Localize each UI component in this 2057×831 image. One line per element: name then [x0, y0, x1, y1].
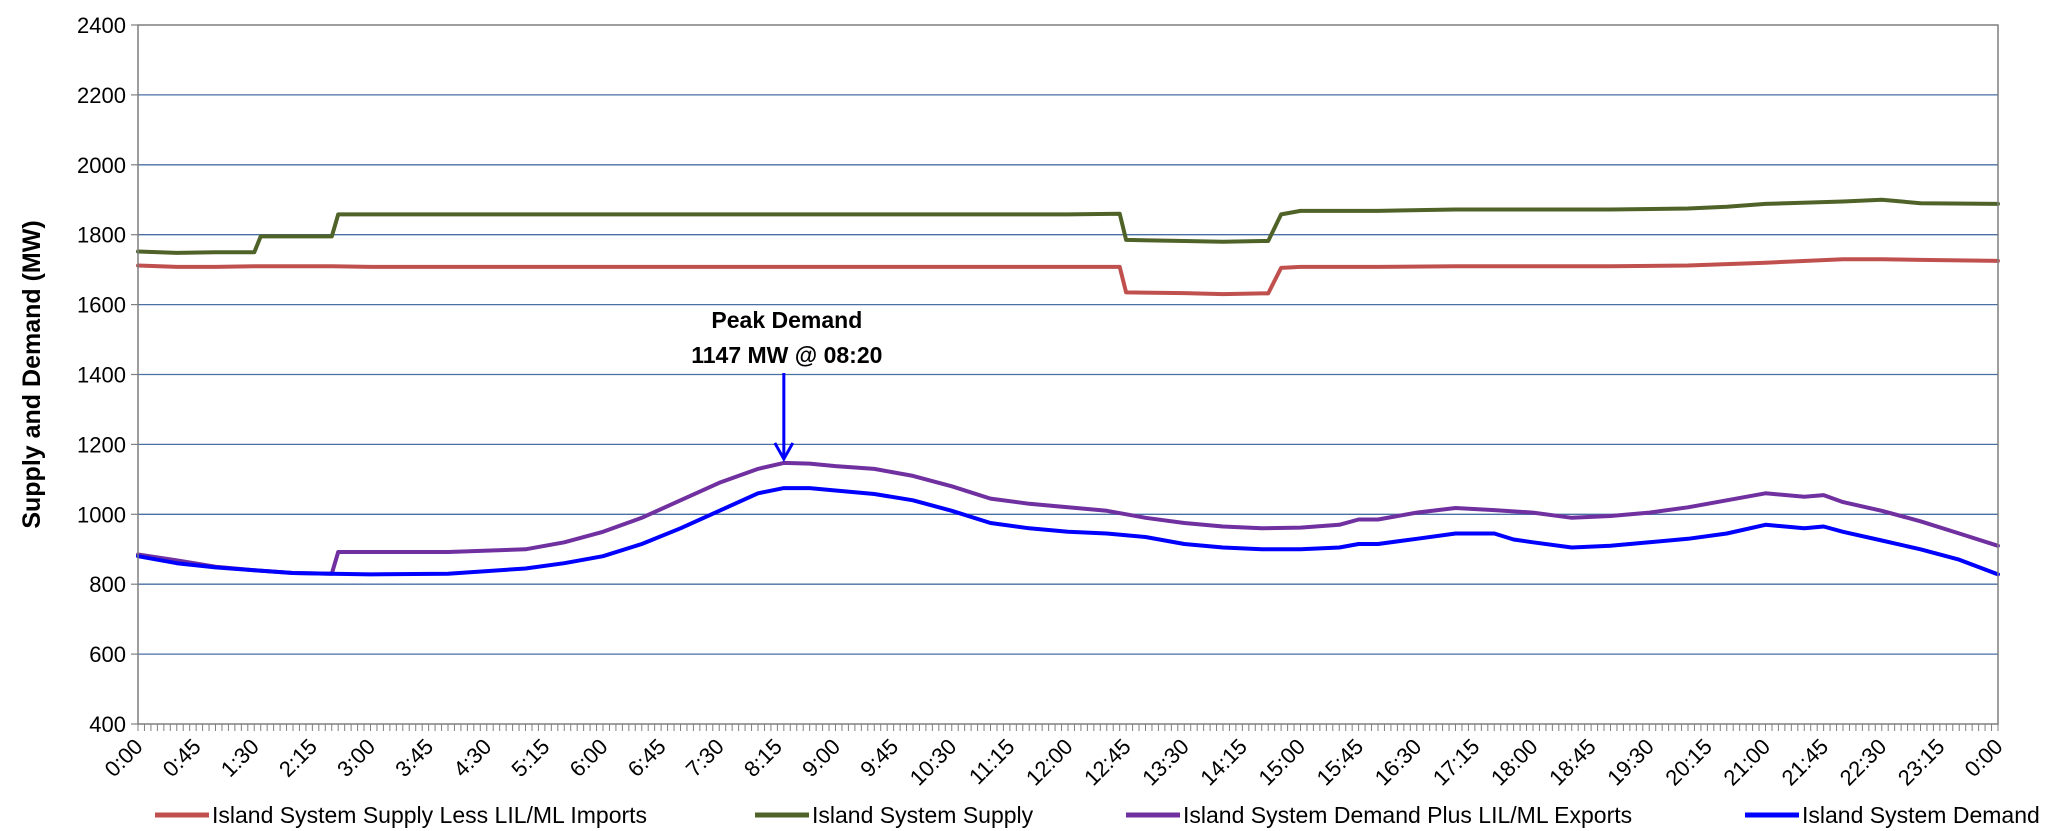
y-tick-label: 1600 — [77, 293, 126, 318]
y-tick-label: 2200 — [77, 83, 126, 108]
y-tick-label: 1800 — [77, 223, 126, 248]
annotation-line-2: 1147 MW @ 08:20 — [691, 342, 882, 368]
x-tick-label: 19:30 — [1602, 734, 1659, 791]
y-axis-ticks: 400 600 800 1000 1200 1400 1600 1800 2000 2200 240… — [77, 13, 138, 737]
legend: Island System Supply Less LIL/ML Imports… — [155, 802, 2040, 828]
x-tick-label: 9:00 — [797, 734, 845, 782]
series-line-2 — [136, 197, 2000, 255]
x-tick-label: 12:00 — [1021, 734, 1078, 791]
x-tick-label: 21:00 — [1718, 734, 1775, 791]
y-tick-label: 2400 — [77, 13, 126, 38]
x-tick-label: 9:45 — [855, 734, 903, 782]
y-tick-label: 600 — [89, 642, 126, 667]
series-line-3 — [136, 460, 2000, 576]
annotation-arrow-head — [773, 442, 795, 462]
x-tick-label: 14:15 — [1195, 734, 1252, 791]
y-tick-label: 800 — [89, 572, 126, 597]
x-tick-label: 4:30 — [448, 734, 496, 782]
x-tick-label: 18:45 — [1544, 734, 1601, 791]
x-tick-label: 8:15 — [739, 734, 787, 782]
x-tick-label: 15:00 — [1253, 734, 1310, 791]
legend-label-4: Island System Demand — [1802, 802, 2040, 828]
x-axis-ticks: 0:00 0:45 1:30 2:15 3:00 3:45 4:30 5:15 6:00 6:45… — [100, 724, 2008, 790]
y-tick-label: 2000 — [77, 153, 126, 178]
x-tick-label: 10:30 — [905, 734, 962, 791]
x-tick-label: 0:00 — [100, 734, 148, 782]
y-tick-label: 1400 — [77, 363, 126, 388]
horizontal-gridlines — [138, 94, 1998, 655]
x-tick-label: 21:45 — [1777, 734, 1834, 791]
y-tick-label: 400 — [89, 712, 126, 737]
x-tick-label: 0:45 — [158, 734, 206, 782]
x-tick-label: 0:00 — [1960, 734, 2008, 782]
y-axis-label: Supply and Demand (MW) — [18, 220, 46, 528]
x-tick-label: 13:30 — [1137, 734, 1194, 791]
x-tick-label: 18:00 — [1486, 734, 1543, 791]
x-tick-label: 2:15 — [274, 734, 322, 782]
x-tick-label: 3:00 — [332, 734, 380, 782]
x-tick-label: 16:30 — [1370, 734, 1427, 791]
x-tick-label: 5:15 — [506, 734, 554, 782]
x-tick-label: 17:15 — [1428, 734, 1485, 791]
x-tick-label: 3:45 — [390, 734, 438, 782]
x-tick-label: 12:45 — [1079, 734, 1136, 791]
legend-label-3: Island System Demand Plus LIL/ML Exports — [1183, 802, 1632, 828]
x-tick-label: 22:30 — [1835, 734, 1892, 791]
x-tick-label: 11:15 — [964, 734, 1019, 789]
peak-demand-annotation: Peak Demand 1147 MW @ 08:20 — [691, 307, 882, 462]
x-tick-label: 6:45 — [623, 734, 671, 782]
series-line-1 — [136, 257, 2000, 297]
legend-label-2: Island System Supply — [812, 802, 1034, 828]
x-tick-label: 15:45 — [1312, 734, 1369, 791]
plot-area-frame — [137, 24, 1999, 725]
annotation-line-1: Peak Demand — [711, 307, 862, 333]
y-tick-label: 1200 — [77, 432, 126, 457]
x-tick-label: 1:30 — [216, 734, 264, 782]
y-tick-label: 1000 — [77, 502, 126, 527]
x-tick-label: 23:15 — [1893, 734, 1950, 791]
x-tick-label: 20:15 — [1660, 734, 1717, 791]
x-tick-label: 7:30 — [681, 734, 729, 782]
series-line-4 — [136, 486, 2000, 577]
series-lines — [136, 197, 2000, 577]
legend-label-1: Island System Supply Less LIL/ML Imports — [212, 802, 647, 828]
x-tick-label: 6:00 — [565, 734, 613, 782]
